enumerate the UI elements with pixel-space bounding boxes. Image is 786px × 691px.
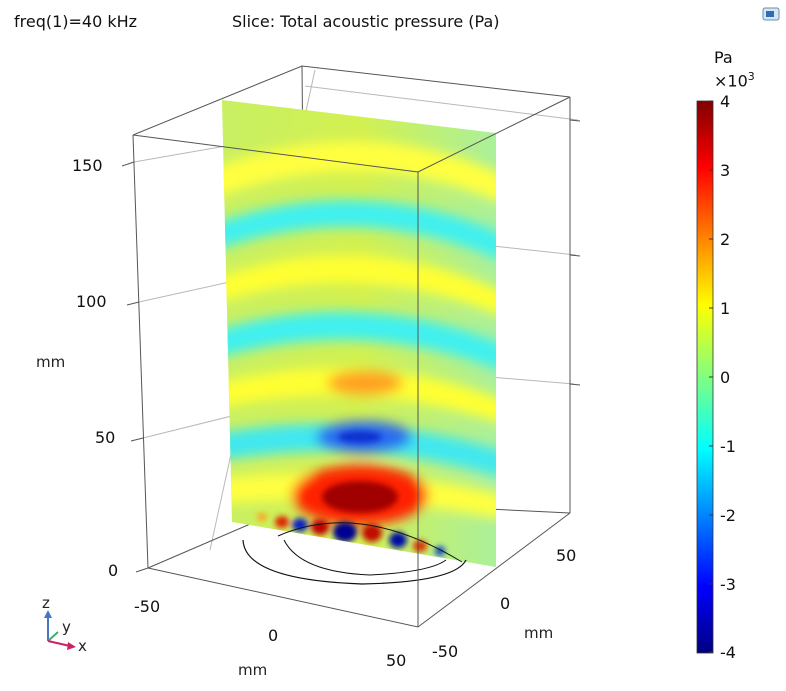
triad-z-label: z — [42, 594, 50, 612]
pressure-slice — [222, 100, 496, 567]
near-field-cells — [257, 513, 445, 556]
colorbar-tick: -2 — [720, 506, 736, 525]
z-tick-label: 100 — [76, 292, 107, 311]
colorbar-tick: 0 — [720, 368, 731, 387]
x-tick-label: -50 — [134, 597, 161, 616]
y-axis-unit: mm — [524, 624, 554, 642]
triad-x-label: x — [78, 637, 87, 655]
colorbar-tick: -3 — [720, 575, 736, 594]
z-axis-unit: mm — [36, 353, 66, 371]
colorbar-tick: -4 — [720, 643, 736, 662]
axis-triad — [44, 610, 76, 650]
colorbar-tick: 2 — [720, 230, 731, 249]
frequency-label: freq(1)=40 kHz — [14, 12, 138, 31]
y-tick-label: 0 — [500, 594, 511, 613]
transducer-outline — [242, 522, 467, 585]
tick-marks — [121, 119, 581, 573]
y-tick-label: 50 — [556, 546, 577, 565]
view-icon[interactable] — [762, 6, 780, 22]
z-tick-label: 50 — [95, 428, 116, 447]
colorbar-tick: -1 — [720, 437, 736, 456]
plot-title: Slice: Total acoustic pressure (Pa) — [232, 12, 500, 31]
colorbar-tick: 3 — [720, 161, 731, 180]
box-front-frame — [132, 96, 571, 628]
z-tick-label: 0 — [108, 561, 119, 580]
y-tick-label: -50 — [432, 642, 459, 661]
x-tick-label: 0 — [268, 626, 279, 645]
colorbar-scale: ×103 — [714, 70, 755, 91]
z-tick-label: 150 — [72, 156, 103, 175]
colorbar-tick: 1 — [720, 299, 731, 318]
colorbar-unit: Pa — [714, 48, 733, 67]
triad-y-label: y — [62, 618, 71, 636]
colorbar-tick: 4 — [720, 92, 731, 111]
x-axis-unit: mm — [238, 661, 268, 679]
x-tick-label: 50 — [386, 651, 407, 670]
colorbar-ticks — [709, 100, 713, 653]
